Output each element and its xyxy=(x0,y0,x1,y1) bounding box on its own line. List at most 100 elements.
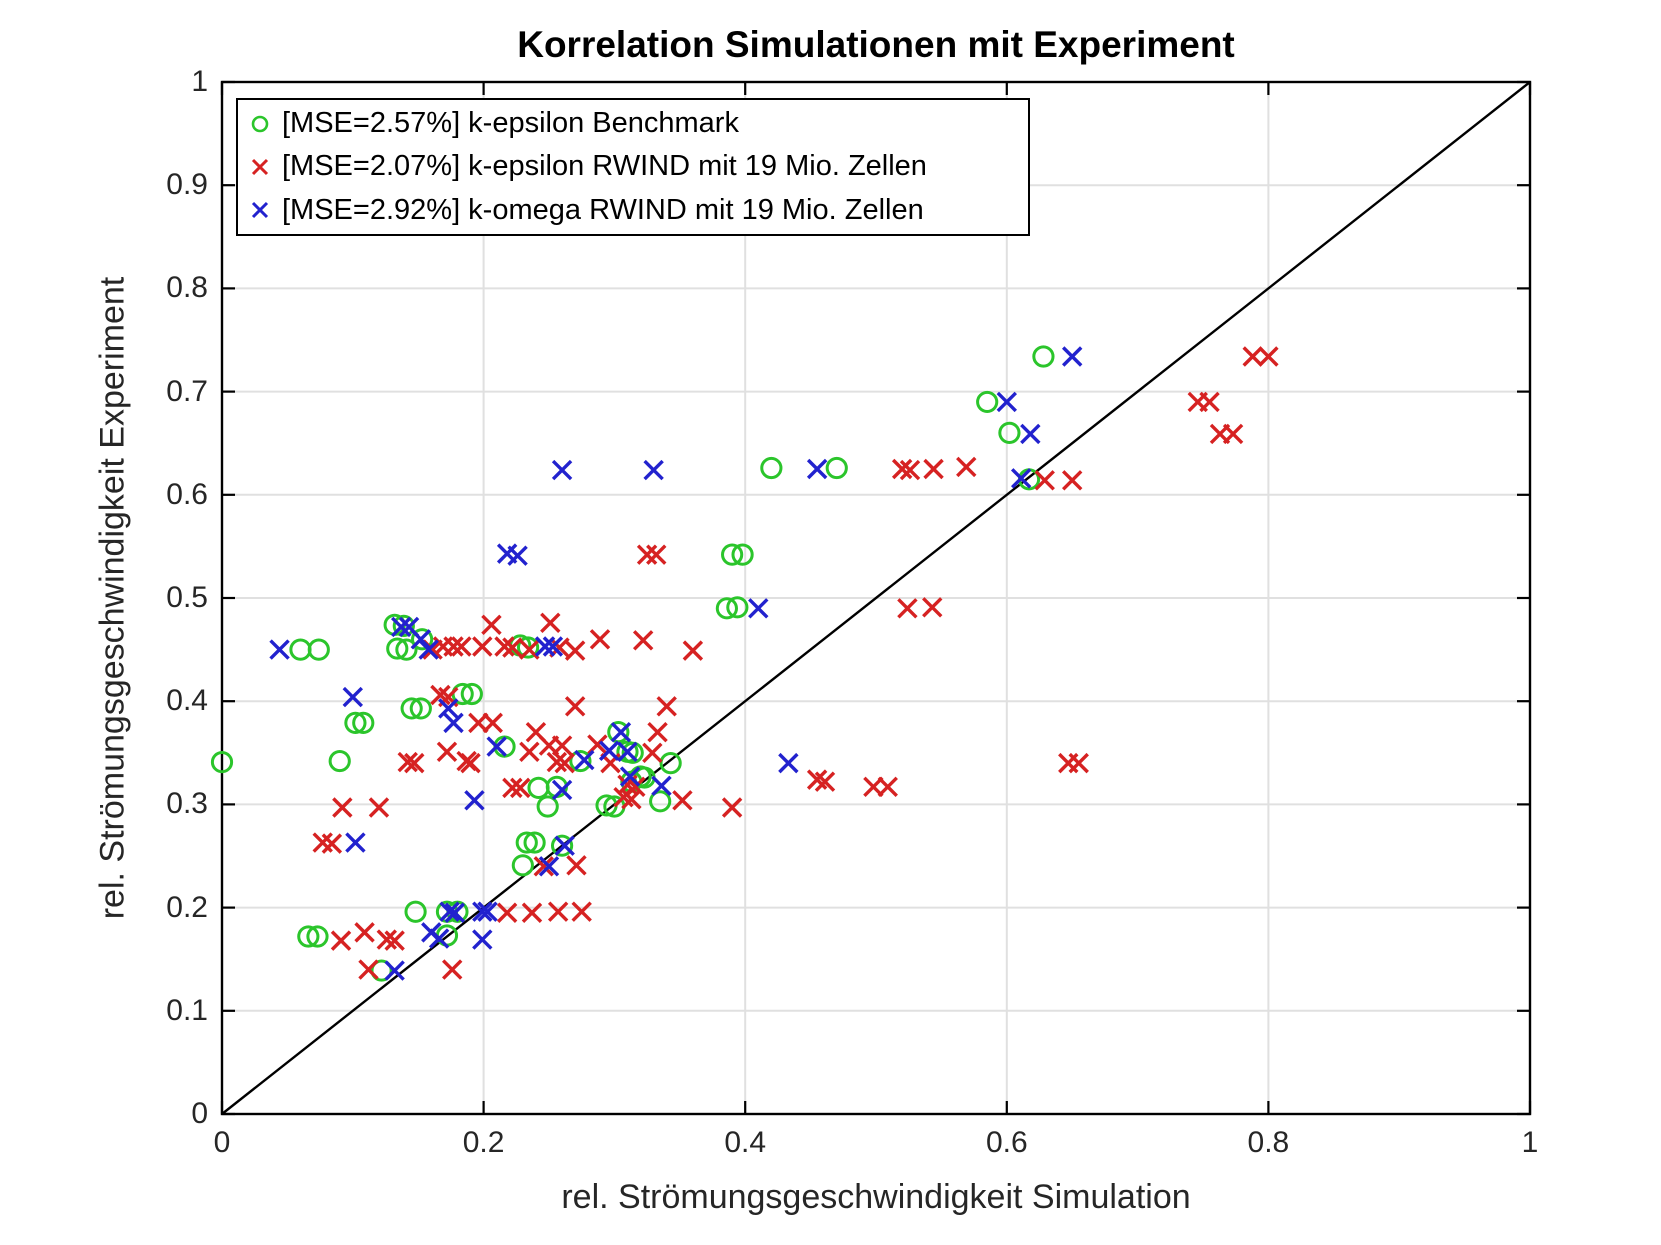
data-point-marker xyxy=(358,959,379,980)
data-point-marker xyxy=(345,832,366,853)
data-point-marker xyxy=(344,711,367,734)
data-point-marker xyxy=(477,901,498,922)
data-point-marker xyxy=(778,752,799,774)
y-axis-label: rel. Strömungsgeschwindigkeit Experiment xyxy=(93,276,132,920)
data-point-marker xyxy=(610,721,632,743)
data-point-marker xyxy=(891,458,913,480)
y-tick-label: 0.9 xyxy=(166,168,208,202)
legend-entry-k-omega-rwind: [MSE=2.92%] k-omega RWIND mit 19 Mio. Ze… xyxy=(238,189,1028,232)
data-point-marker xyxy=(472,929,493,950)
x-tick-label: 0.2 xyxy=(462,1126,505,1159)
data-point-marker xyxy=(404,752,425,774)
data-point-marker xyxy=(516,636,540,659)
data-point-marker xyxy=(510,777,531,799)
data-point-marker xyxy=(390,616,412,638)
data-point-marker xyxy=(519,639,540,660)
data-point-marker xyxy=(460,682,483,706)
data-point-marker xyxy=(472,636,493,657)
data-point-marker xyxy=(444,902,466,923)
data-point-marker xyxy=(715,597,738,620)
data-point-marker xyxy=(1032,345,1055,368)
data-point-marker xyxy=(649,790,672,813)
data-point-marker xyxy=(877,776,898,798)
data-point-marker xyxy=(1068,752,1089,774)
data-point-marker xyxy=(502,637,523,658)
legend-box: [MSE=2.57%] k-epsilon Benchmark [MSE=2.0… xyxy=(236,98,1030,236)
data-point-marker xyxy=(536,795,559,818)
x-tick-label: 1 xyxy=(1521,1126,1539,1159)
data-point-marker xyxy=(384,930,405,951)
data-point-marker xyxy=(922,597,943,618)
data-point-marker xyxy=(825,456,848,480)
data-point-marker xyxy=(646,544,667,565)
data-point-marker xyxy=(521,902,543,923)
data-point-marker xyxy=(460,752,481,774)
series-k-epsilon-rwind xyxy=(312,346,1279,980)
data-point-marker xyxy=(642,742,663,764)
data-point-marker xyxy=(619,766,641,787)
data-point-marker xyxy=(436,741,458,762)
data-point-marker xyxy=(392,614,415,637)
x-tick-label: 0.6 xyxy=(985,1126,1028,1159)
data-point-marker xyxy=(598,740,620,761)
data-point-marker xyxy=(352,711,375,734)
data-point-marker xyxy=(550,834,574,857)
data-point-marker xyxy=(899,459,921,481)
data-point-marker xyxy=(956,456,977,478)
legend-label: [MSE=2.57%] k-epsilon Benchmark xyxy=(282,107,739,140)
y-tick-label: 0.4 xyxy=(166,684,208,718)
x-tick-label: 0.4 xyxy=(724,1126,767,1159)
data-point-marker xyxy=(571,901,592,922)
data-point-marker xyxy=(482,712,503,734)
data-point-marker xyxy=(496,902,518,923)
data-point-marker xyxy=(418,639,439,660)
data-point-marker xyxy=(533,856,554,877)
data-point-marker xyxy=(410,629,432,650)
data-point-marker xyxy=(332,797,353,818)
data-point-marker xyxy=(1258,346,1279,367)
data-point-marker xyxy=(564,640,586,661)
data-point-marker xyxy=(551,779,573,801)
data-point-marker xyxy=(636,544,658,565)
data-point-marker xyxy=(289,638,312,661)
data-point-marker xyxy=(806,458,828,480)
legend-x-marker-icon xyxy=(238,152,282,182)
data-point-marker xyxy=(443,636,464,657)
data-point-marker xyxy=(502,777,523,799)
series-k-omega-rwind xyxy=(269,346,1083,981)
y-tick-label: 0.3 xyxy=(166,787,208,821)
data-point-marker xyxy=(397,751,418,773)
data-point-marker xyxy=(1199,391,1220,413)
data-point-marker xyxy=(519,741,540,762)
data-point-marker xyxy=(384,960,405,981)
data-point-marker xyxy=(269,639,290,660)
data-point-marker xyxy=(625,776,646,798)
y-tick-label: 0.8 xyxy=(166,271,208,305)
data-point-marker xyxy=(998,421,1021,444)
y-tick-label: 0.2 xyxy=(166,890,208,924)
data-point-marker xyxy=(589,629,611,650)
data-point-marker xyxy=(404,900,427,923)
data-point-marker xyxy=(643,459,664,481)
data-point-marker xyxy=(523,831,546,854)
data-point-marker xyxy=(370,959,393,982)
data-point-marker xyxy=(721,543,744,566)
data-point-marker xyxy=(1020,423,1041,445)
data-point-marker xyxy=(451,636,472,657)
data-point-marker xyxy=(464,790,485,811)
x-axis-label: rel. Strömungsgeschwindigkeit Simulation xyxy=(561,1178,1191,1216)
data-point-marker xyxy=(564,696,586,717)
data-point-marker xyxy=(515,831,538,854)
data-point-marker xyxy=(395,638,418,661)
data-point-marker xyxy=(438,698,459,719)
data-point-marker xyxy=(554,752,575,774)
data-point-marker xyxy=(554,835,575,856)
data-point-marker xyxy=(472,901,493,922)
data-point-marker xyxy=(814,771,836,792)
data-point-marker xyxy=(511,854,534,877)
legend-label: [MSE=2.07%] k-epsilon RWIND mit 19 Mio. … xyxy=(282,150,927,183)
data-point-marker xyxy=(409,697,432,720)
data-point-marker xyxy=(726,596,749,619)
data-point-marker xyxy=(721,797,743,818)
